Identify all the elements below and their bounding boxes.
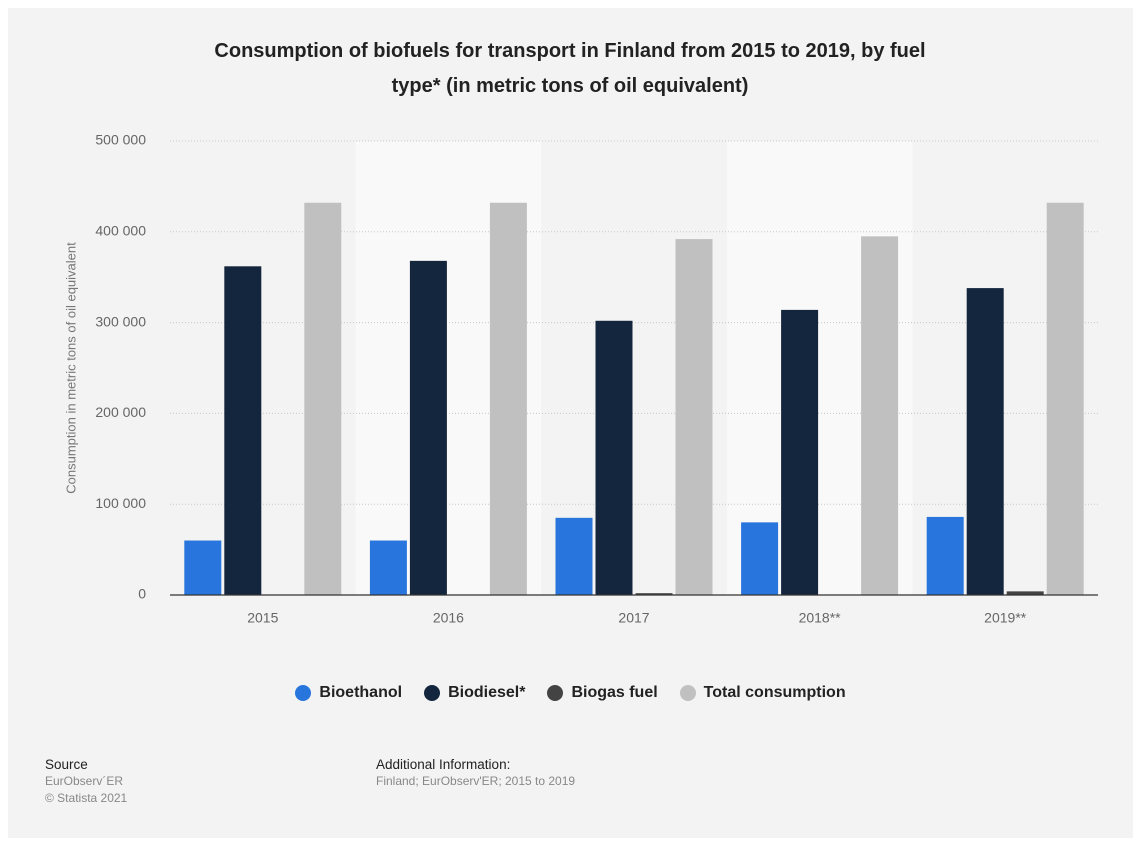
chart-title: Consumption of biofuels for transport in…: [214, 40, 926, 97]
legend-marker: [679, 685, 696, 701]
info-heading: Additional Information:: [376, 757, 511, 772]
x-tick-label: 2018**: [799, 610, 842, 626]
y-tick-label: 100 000: [95, 495, 146, 511]
x-tick-label: 2019**: [984, 610, 1027, 626]
legend-item: Total consumption: [679, 684, 846, 702]
source-block: Source EurObserv´ER © Statista 2021: [45, 756, 127, 807]
source-heading: Source: [45, 757, 88, 772]
legend-label: Bioethanol: [319, 684, 403, 701]
legend-marker: [547, 685, 564, 701]
y-tick-label: 0: [138, 586, 146, 602]
additional-info: Additional Information: Finland; EurObse…: [376, 756, 575, 790]
x-tick-label: 2015: [247, 610, 278, 626]
bar: [741, 522, 779, 595]
legend-item: Bioethanol: [295, 684, 402, 702]
bar: [966, 288, 1004, 595]
bar: [489, 202, 527, 595]
y-tick-label: 300 000: [95, 313, 146, 329]
legend-marker: [295, 685, 312, 701]
x-tick-label: 2016: [433, 610, 464, 626]
legend-item: Biodiesel*: [424, 684, 525, 702]
bar: [304, 202, 342, 595]
legend-label: Biodiesel*: [448, 684, 526, 701]
bar: [781, 309, 819, 595]
legend-item: Biogas fuel: [547, 684, 658, 702]
bar: [675, 239, 713, 595]
y-tick-label: 400 000: [95, 223, 146, 239]
bar: [926, 516, 964, 595]
bar: [409, 260, 447, 595]
info-text: Finland; EurObserv'ER; 2015 to 2019: [376, 774, 576, 788]
legend-label: Biogas fuel: [571, 684, 658, 701]
bar: [224, 266, 262, 595]
bar: [861, 236, 899, 595]
legend: Bioethanol Biodiesel* Biogas fuel Total con…: [0, 684, 1141, 702]
legend-marker: [424, 685, 441, 701]
background: [8, 8, 1133, 838]
source-line: © Statista 2021: [45, 791, 128, 805]
bar: [369, 540, 407, 595]
x-tick-label: 2017: [618, 610, 649, 626]
source-line: EurObserv´ER: [45, 774, 124, 788]
bar: [1046, 202, 1084, 595]
y-tick-label: 500 000: [95, 132, 146, 148]
bar: [555, 517, 593, 595]
bar: [184, 540, 222, 595]
bar: [595, 320, 633, 595]
y-axis-label: Consumption in metric tons of oil equiva…: [63, 242, 78, 494]
bar: [635, 593, 673, 595]
legend-label: Total consumption: [703, 684, 846, 701]
bar: [1006, 591, 1044, 595]
y-tick-label: 200 000: [95, 404, 146, 420]
